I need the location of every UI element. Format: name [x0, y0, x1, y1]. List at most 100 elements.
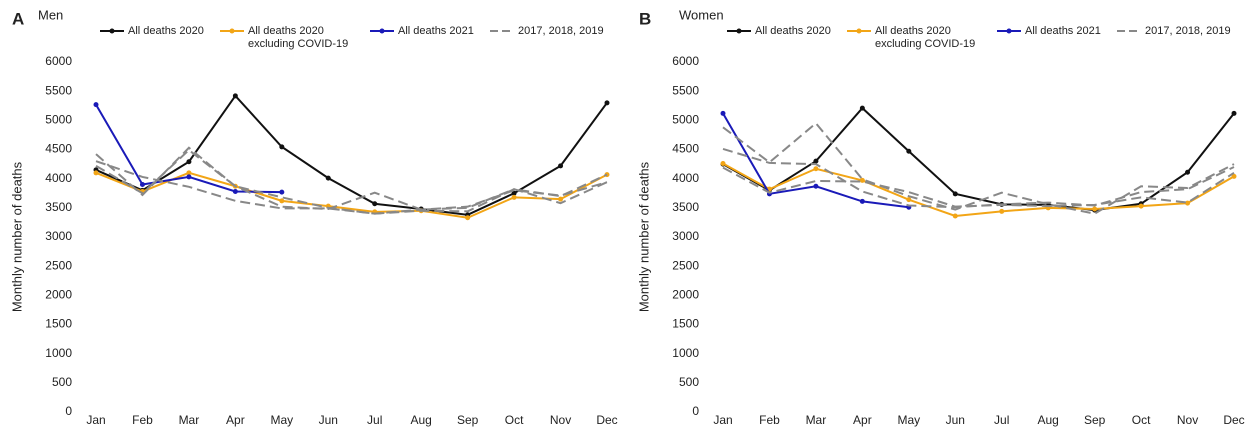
panel-title: Men — [38, 7, 63, 22]
point — [1231, 110, 1237, 116]
legend-marker — [379, 28, 385, 34]
x-tick-label: Oct — [1132, 413, 1151, 427]
point — [999, 208, 1005, 214]
point — [720, 110, 726, 116]
point — [859, 177, 865, 183]
legend-label: All deaths 2021 — [398, 25, 474, 37]
legend-label: All deaths 2020 — [755, 25, 831, 37]
point — [465, 215, 471, 221]
x-tick-label: Apr — [226, 413, 245, 427]
x-tick-label: Sep — [1084, 413, 1106, 427]
y-tick-label: 2500 — [45, 258, 72, 272]
point — [604, 100, 610, 106]
y-tick-label: 4000 — [672, 171, 699, 185]
y-tick-label: 0 — [692, 404, 699, 418]
legend-label: All deaths 2020 excluding COVID-19 — [875, 25, 976, 50]
x-tick-label: Apr — [853, 413, 872, 427]
legend-label: All deaths 2020 — [128, 25, 204, 37]
point — [1185, 169, 1191, 175]
x-tick-label: May — [270, 413, 293, 427]
y-tick-label: 0 — [65, 404, 72, 418]
y-tick-label: 2000 — [672, 288, 699, 302]
series-line — [722, 106, 1235, 212]
y-tick-label: 4000 — [45, 171, 72, 185]
legend-marker — [109, 28, 115, 34]
panel-label: B — [639, 9, 651, 28]
y-tick-label: 5500 — [672, 83, 699, 97]
point — [186, 170, 192, 176]
series-line — [722, 162, 1235, 218]
panel-title: Women — [679, 7, 724, 22]
point — [279, 189, 285, 195]
x-tick-label: Jan — [713, 413, 732, 427]
x-tick-label: Jun — [319, 413, 338, 427]
x-tick-label: Feb — [132, 413, 153, 427]
point — [906, 148, 912, 154]
x-tick-label: Feb — [759, 413, 780, 427]
point — [93, 102, 99, 108]
y-tick-label: 3500 — [45, 200, 72, 214]
point — [279, 144, 285, 150]
x-tick-label: Aug — [411, 413, 432, 427]
point — [558, 196, 564, 202]
x-tick-label: May — [897, 413, 920, 427]
point — [232, 93, 238, 99]
y-tick-label: 1500 — [672, 317, 699, 331]
point — [1092, 206, 1098, 212]
point — [325, 175, 331, 181]
y-axis-label: Monthly number of deaths — [636, 161, 651, 312]
y-tick-label: 1000 — [45, 346, 72, 360]
y-tick-label: 500 — [52, 375, 72, 389]
point — [558, 163, 564, 169]
y-tick-label: 4500 — [45, 142, 72, 156]
point — [279, 198, 285, 204]
x-tick-label: Jul — [994, 413, 1009, 427]
point — [1138, 203, 1144, 209]
y-tick-label: 5000 — [45, 113, 72, 127]
y-tick-label: 6000 — [45, 54, 72, 68]
y-tick-label: 4500 — [672, 142, 699, 156]
point — [372, 201, 378, 207]
reference-line — [722, 147, 1235, 209]
legend-label: All deaths 2021 — [1025, 25, 1101, 37]
point — [186, 174, 192, 180]
y-tick-label: 6000 — [672, 54, 699, 68]
x-tick-label: Aug — [1038, 413, 1059, 427]
point — [813, 158, 819, 164]
point — [93, 170, 99, 176]
y-tick-label: 5500 — [45, 83, 72, 97]
y-axis-label: Monthly number of deaths — [9, 161, 24, 312]
legend-marker — [229, 28, 235, 34]
legend-marker — [736, 28, 742, 34]
point — [859, 198, 865, 204]
point — [139, 182, 145, 187]
point — [511, 190, 517, 196]
reference-line — [722, 166, 1235, 208]
point — [859, 105, 865, 111]
point — [1185, 200, 1191, 206]
y-tick-label: 2500 — [672, 258, 699, 272]
x-tick-label: Sep — [457, 413, 479, 427]
y-tick-label: 5000 — [672, 113, 699, 127]
panel-label: A — [12, 9, 24, 28]
x-tick-label: Jun — [946, 413, 965, 427]
point — [813, 166, 819, 172]
legend-label: 2017, 2018, 2019 — [518, 25, 604, 37]
x-tick-label: Nov — [1177, 413, 1198, 427]
x-tick-label: Mar — [806, 413, 827, 427]
y-tick-label: 1500 — [45, 317, 72, 331]
y-tick-label: 3000 — [45, 229, 72, 243]
y-tick-label: 3000 — [672, 229, 699, 243]
point — [1231, 173, 1237, 179]
y-tick-label: 2000 — [45, 288, 72, 302]
point — [186, 159, 192, 165]
legend-marker — [856, 28, 862, 34]
point — [906, 197, 912, 203]
reference-line — [722, 121, 1235, 215]
reference-line — [95, 160, 608, 215]
point — [813, 183, 819, 189]
legend-label: All deaths 2020 excluding COVID-19 — [248, 25, 349, 50]
point — [232, 189, 238, 194]
